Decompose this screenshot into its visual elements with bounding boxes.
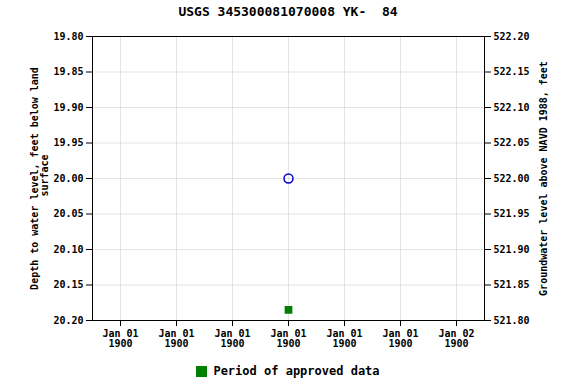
svg-text:Jan 011900: Jan 011900 <box>214 328 250 349</box>
svg-text:19.80: 19.80 <box>53 31 83 42</box>
svg-text:20.00: 20.00 <box>53 173 83 184</box>
svg-text:522.20: 522.20 <box>494 31 530 42</box>
svg-text:521.85: 521.85 <box>494 279 530 290</box>
svg-text:Jan 011900: Jan 011900 <box>270 328 306 349</box>
svg-text:521.80: 521.80 <box>494 315 530 326</box>
svg-text:20.10: 20.10 <box>53 244 83 255</box>
svg-text:522.00: 522.00 <box>494 173 530 184</box>
svg-text:Jan 011900: Jan 011900 <box>158 328 194 349</box>
svg-text:Jan 021900: Jan 021900 <box>438 328 474 349</box>
svg-text:Depth to water level, feet bel: Depth to water level, feet below land su… <box>29 67 50 290</box>
html-text:Period of approved data: Period of approved data <box>213 364 380 378</box>
svg-text:Jan 011900: Jan 011900 <box>326 328 362 349</box>
svg-text:20.15: 20.15 <box>53 279 83 290</box>
svg-text:521.90: 521.90 <box>494 244 530 255</box>
svg-text:19.95: 19.95 <box>53 137 83 148</box>
svg-text:19.90: 19.90 <box>53 102 83 113</box>
svg-text:Jan 011900: Jan 011900 <box>382 328 418 349</box>
html-text:USGS 345300081070008 YK- 84: USGS 345300081070008 YK- 84 <box>178 4 398 19</box>
svg-text:20.20: 20.20 <box>53 315 83 326</box>
svg-text:Jan 011900: Jan 011900 <box>102 328 138 349</box>
svg-text:522.10: 522.10 <box>494 102 530 113</box>
svg-text:20.05: 20.05 <box>53 208 83 219</box>
svg-text:522.15: 522.15 <box>494 66 530 77</box>
svg-text:19.85: 19.85 <box>53 66 83 77</box>
svg-text:Groundwater level above NAVD 1: Groundwater level above NAVD 1988, feet <box>538 61 549 296</box>
svg-text:522.05: 522.05 <box>494 137 530 148</box>
svg-text:521.95: 521.95 <box>494 208 530 219</box>
